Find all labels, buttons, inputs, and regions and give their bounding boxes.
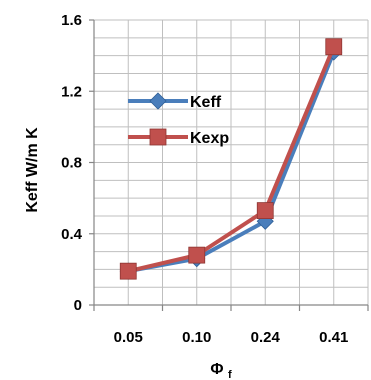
series-kexp [119, 38, 343, 280]
legend-label: Keff [190, 94, 222, 111]
data-point-square [325, 38, 343, 56]
x-tick-label: 0.10 [182, 329, 211, 346]
y-tick-label: 0 [74, 297, 82, 314]
x-tick-label: 0.41 [319, 329, 348, 346]
legend-item-keff: Keff [128, 92, 222, 111]
x-tick-label: 0.24 [251, 329, 281, 346]
x-axis-label-text: Φ [210, 361, 223, 378]
legend-item-kexp: Kexp [128, 128, 229, 147]
x-tick-label: 0.05 [114, 329, 143, 346]
series-line [127, 45, 336, 274]
series-layer [119, 38, 343, 280]
y-tick-label: 0.4 [61, 226, 83, 243]
data-point-square [256, 202, 274, 219]
y-tick-label: 1.6 [61, 12, 82, 29]
data-point-square [149, 128, 167, 146]
y-tick-label: 1.2 [61, 83, 82, 100]
x-axis-label-subscript: f [228, 369, 232, 380]
axes [89, 19, 369, 311]
x-tick-labels: 0.05 0.10 0.24 0.41 [114, 329, 349, 346]
legend-label: Kexp [190, 130, 229, 147]
x-axis-label: Φ f [210, 361, 232, 380]
legend: Keff Kexp [128, 92, 229, 147]
data-point-diamond [149, 92, 167, 110]
data-point-square [119, 262, 137, 280]
y-axis-label: Keff W/m K [24, 127, 41, 213]
y-tick-label: 0.8 [61, 155, 82, 172]
data-point-square [188, 246, 206, 264]
y-tick-labels: 0 0.4 0.8 1.2 1.6 [61, 12, 83, 314]
